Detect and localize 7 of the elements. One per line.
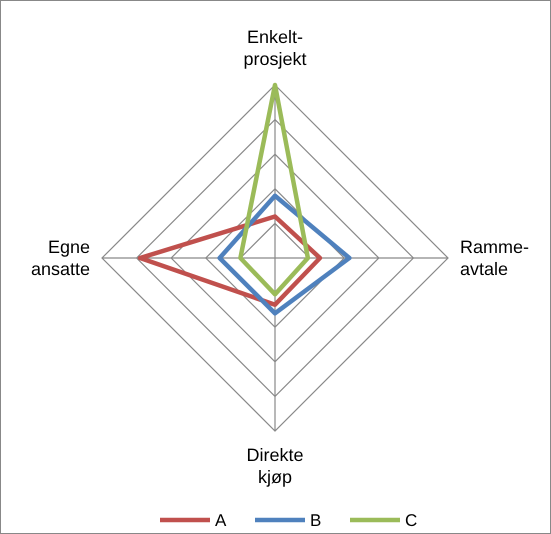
legend-label: C — [405, 511, 418, 530]
spoke-label: Ramme- avtale — [460, 237, 530, 279]
legend-label: A — [215, 511, 227, 530]
spoke-label: Direkte kjøp — [246, 445, 304, 487]
legend-label: B — [310, 511, 322, 530]
spoke-label: Egne ansatte — [30, 237, 90, 279]
spoke-label: Enkelt- prosjekt — [243, 27, 307, 69]
